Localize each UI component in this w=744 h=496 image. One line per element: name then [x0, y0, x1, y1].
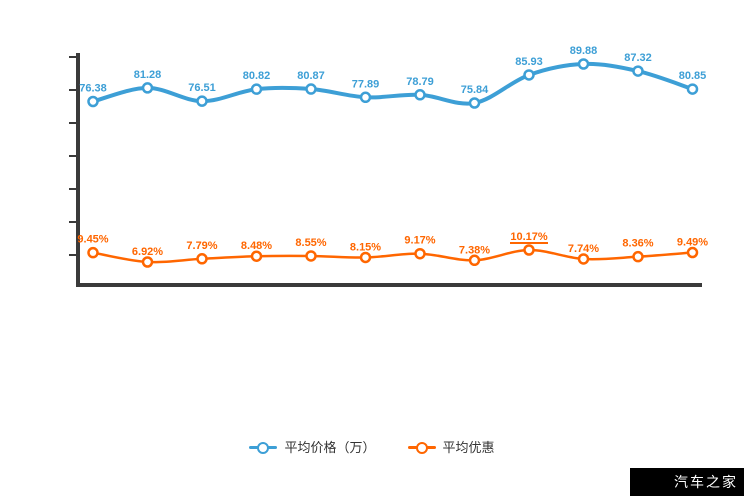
- data-label: 76.38: [79, 83, 107, 95]
- data-point-marker[interactable]: [577, 253, 590, 265]
- data-point-marker[interactable]: [359, 91, 372, 104]
- data-label: 10.17%: [510, 231, 548, 243]
- data-label: 78.79: [406, 76, 434, 88]
- data-label: 9.49%: [677, 237, 708, 249]
- legend-dot-icon: [257, 441, 270, 454]
- data-label: 76.51: [188, 82, 216, 94]
- data-point-marker[interactable]: [250, 83, 263, 95]
- data-label: 8.48%: [241, 240, 272, 252]
- legend-item-series-1[interactable]: 平均优惠: [407, 440, 495, 455]
- data-label: 85.93: [515, 56, 543, 68]
- data-point-marker[interactable]: [468, 254, 481, 267]
- data-point-marker[interactable]: [414, 89, 426, 101]
- data-label: 8.36%: [622, 238, 653, 250]
- data-point-marker[interactable]: [359, 251, 372, 264]
- data-point-marker[interactable]: [632, 250, 644, 263]
- data-label: 77.89: [352, 78, 380, 90]
- data-label: 7.74%: [568, 243, 599, 255]
- watermark-autohome: 汽车之家: [630, 468, 744, 496]
- data-point-marker[interactable]: [632, 65, 644, 77]
- series-line-1: [91, 248, 694, 264]
- data-point-marker[interactable]: [414, 247, 426, 260]
- data-point-marker[interactable]: [523, 69, 535, 81]
- data-label: 75.84: [461, 84, 489, 96]
- legend-label: 平均优惠: [442, 440, 495, 455]
- data-label: 7.38%: [459, 244, 490, 256]
- data-point-marker[interactable]: [196, 95, 208, 107]
- data-point-marker[interactable]: [686, 83, 699, 95]
- data-label: 80.85: [679, 70, 707, 82]
- data-point-marker[interactable]: [87, 95, 99, 108]
- legend: 平均价格（万） 平均优惠: [0, 441, 744, 454]
- legend-label: 平均价格（万）: [284, 440, 376, 455]
- data-point-marker[interactable]: [686, 246, 699, 259]
- data-point-marker[interactable]: [87, 246, 99, 259]
- data-label: 7.79%: [186, 240, 217, 252]
- data-label: 80.87: [297, 70, 325, 82]
- data-label: 6.92%: [132, 246, 163, 258]
- data-point-marker[interactable]: [305, 83, 317, 95]
- data-point-marker[interactable]: [250, 250, 263, 262]
- legend-item-series-0[interactable]: 平均价格（万）: [249, 440, 376, 455]
- data-point-marker[interactable]: [305, 250, 317, 262]
- data-label: 87.32: [624, 52, 652, 64]
- data-label: 8.55%: [295, 237, 326, 249]
- legend-line-marker-icon: [407, 441, 436, 454]
- data-label: 9.45%: [77, 234, 108, 246]
- legend-dot-icon: [415, 441, 428, 454]
- data-label: 9.17%: [404, 235, 435, 247]
- series-line-0: [91, 61, 695, 106]
- data-point-marker[interactable]: [523, 244, 535, 256]
- data-point-marker[interactable]: [577, 58, 590, 70]
- data-point-marker[interactable]: [196, 253, 208, 265]
- data-point-marker[interactable]: [141, 256, 154, 268]
- data-label: 80.82: [243, 70, 271, 82]
- line-chart: 76.38 81.28 76.51 80.82 80.87 77.89 78.79 75.84…: [69, 45, 708, 287]
- data-label: 81.28: [134, 69, 162, 81]
- data-point-marker[interactable]: [141, 82, 154, 94]
- legend-line-marker-icon: [249, 441, 278, 454]
- data-label: 89.88: [570, 45, 598, 57]
- data-label: 8.15%: [350, 241, 381, 253]
- data-point-marker[interactable]: [468, 97, 481, 109]
